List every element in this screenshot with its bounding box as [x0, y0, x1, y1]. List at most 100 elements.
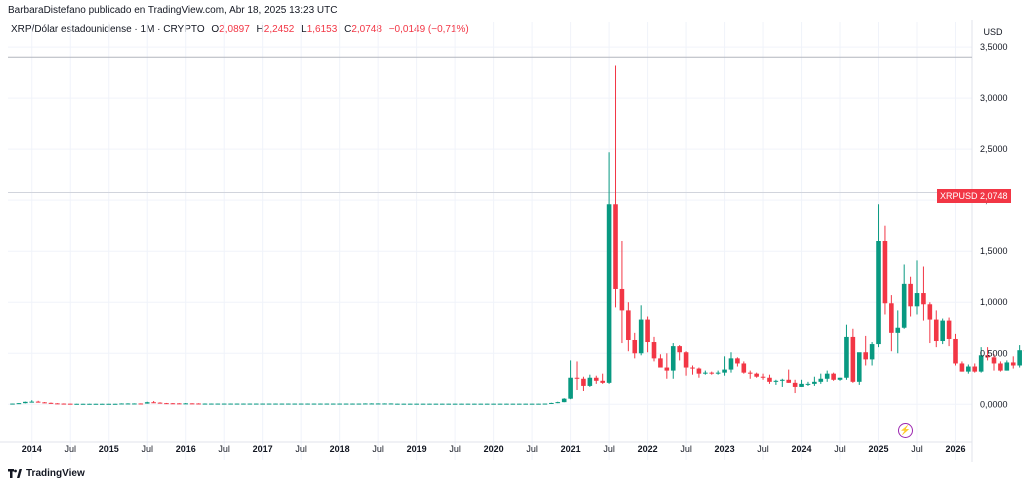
time-tick-label: Jul — [526, 444, 538, 454]
candle-body — [1004, 362, 1010, 371]
candle — [459, 403, 464, 405]
candle — [574, 361, 580, 390]
candle-body — [626, 310, 631, 340]
candle-body — [138, 403, 144, 405]
candle — [164, 402, 169, 405]
candle — [427, 403, 432, 405]
change-value: −0,0149 (−0,71%) — [388, 24, 469, 35]
candle — [664, 353, 670, 379]
candle — [908, 276, 913, 317]
tradingview-logo[interactable]: TradingView — [8, 468, 85, 479]
candle-body — [119, 403, 124, 405]
candle-body — [472, 403, 477, 405]
candle-body — [414, 403, 419, 405]
candle-body — [74, 403, 79, 405]
candle — [940, 318, 945, 345]
candle — [536, 403, 541, 405]
time-tick-label: Jul — [64, 444, 76, 454]
candle — [683, 351, 689, 376]
candle-body — [42, 402, 47, 404]
candle-body — [754, 373, 759, 377]
candle-body — [927, 304, 933, 320]
candle — [818, 373, 824, 384]
candle — [786, 369, 792, 383]
candle-body — [420, 403, 426, 405]
candle — [10, 403, 15, 405]
currency-button[interactable]: USD — [983, 27, 1003, 37]
candle-body — [966, 366, 971, 372]
candle-body — [189, 403, 195, 405]
candle-body — [555, 402, 561, 404]
candle — [946, 317, 952, 347]
candle-body — [221, 403, 227, 405]
time-tick-label: 2015 — [99, 444, 119, 454]
candle-body — [330, 403, 336, 405]
candle-body — [369, 403, 375, 405]
candle-body — [632, 339, 638, 354]
candle-body — [998, 363, 1003, 371]
candle — [715, 370, 721, 375]
price-tick-label: 3,5000 — [980, 42, 1008, 52]
candle — [363, 403, 368, 405]
candle — [728, 352, 734, 373]
candle — [882, 225, 888, 315]
candle — [433, 403, 439, 405]
candle-body — [157, 402, 163, 404]
candle — [87, 403, 92, 405]
candle — [696, 367, 702, 378]
candle — [16, 403, 22, 405]
candle-body — [350, 403, 355, 405]
candle — [972, 363, 978, 373]
candle — [125, 403, 131, 405]
candle — [228, 403, 233, 405]
time-tick-label: Jul — [834, 444, 846, 454]
candle-body — [863, 352, 868, 360]
candle — [209, 403, 214, 405]
candle — [202, 403, 208, 405]
symbol-label[interactable]: XRP/Dólar estadounidense · 1M · CRYPTO — [11, 24, 205, 35]
candle-body — [273, 403, 278, 405]
candle — [337, 403, 342, 405]
candle — [587, 374, 593, 387]
candle — [991, 354, 997, 371]
candle — [484, 403, 490, 405]
bolt-icon[interactable]: ⚡ — [898, 423, 913, 438]
candle-body — [318, 403, 323, 405]
candle — [183, 403, 189, 405]
candle-body — [696, 368, 702, 374]
candle-body — [497, 403, 503, 405]
candle — [561, 398, 567, 403]
candle — [869, 342, 875, 366]
candle-body — [805, 383, 811, 385]
candle-body — [286, 403, 291, 405]
candle-body — [850, 336, 856, 382]
candle-body — [478, 403, 484, 405]
candle — [741, 361, 747, 374]
candle — [542, 403, 548, 405]
candle-body — [690, 367, 695, 369]
candle-body — [972, 366, 978, 372]
candle-body — [388, 403, 394, 405]
tradingview-logo-icon — [8, 469, 22, 478]
candle — [395, 403, 400, 405]
candle — [966, 364, 971, 374]
candle-body — [298, 403, 304, 405]
time-tick-label: Jul — [757, 444, 769, 454]
close-label: C — [344, 24, 352, 35]
candle — [670, 343, 676, 379]
candle — [330, 403, 336, 405]
price-axis[interactable]: 3,50003,00002,50002,00001,50001,00000,50… — [980, 42, 1008, 409]
time-tick-label: 2018 — [330, 444, 350, 454]
candle-body — [824, 373, 830, 379]
candle-body — [260, 403, 265, 405]
time-tick-label: Jul — [603, 444, 615, 454]
candle-body — [433, 403, 439, 405]
candle-body — [100, 403, 105, 405]
time-tick-label: Jul — [295, 444, 307, 454]
candle — [863, 335, 868, 366]
candle — [799, 379, 804, 387]
time-axis[interactable]: 2014 Jul 2015 Jul 2016 Jul 2017 Jul 2018 Jul 2019 J… — [22, 444, 966, 454]
candle — [767, 374, 772, 384]
candle — [138, 403, 144, 405]
